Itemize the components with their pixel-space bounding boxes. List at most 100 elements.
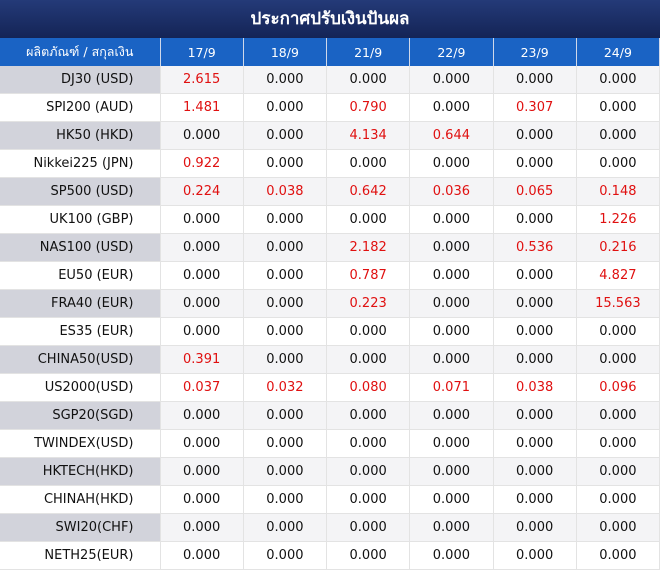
dividend-cell: 0.000 [243, 541, 328, 570]
table-row: SP500 (USD) 0.224 0.038 0.642 0.036 0.065 0.14… [0, 177, 660, 206]
dividend-cell: 0.000 [326, 205, 411, 234]
dividend-cell: 0.000 [576, 513, 660, 542]
table-row: HKTECH(HKD) 0.000 0.000 0.000 0.000 0.000 0.00… [0, 457, 660, 486]
dividend-cell: 0.000 [243, 317, 328, 346]
dividend-cell: 0.000 [243, 401, 328, 430]
dividend-cell: 0.000 [326, 457, 411, 486]
product-cell: CHINA50(USD) [0, 345, 161, 374]
table-row: US2000(USD) 0.037 0.032 0.080 0.071 0.038 0.09… [0, 373, 660, 402]
header-cell: 23/9 [493, 38, 577, 66]
dividend-cell: 0.000 [576, 457, 660, 486]
dividend-cell: 0.000 [493, 513, 577, 542]
table-row: FRA40 (EUR) 0.000 0.000 0.223 0.000 0.000 15.5… [0, 289, 660, 318]
table-row: CHINA50(USD) 0.391 0.000 0.000 0.000 0.000 0.0… [0, 345, 660, 374]
dividend-cell: 0.000 [409, 205, 494, 234]
dividend-cell: 0.000 [409, 457, 494, 486]
dividend-cell: 0.000 [493, 457, 577, 486]
dividend-cell: 0.223 [326, 289, 411, 318]
dividend-cell: 0.000 [576, 429, 660, 458]
product-cell: NAS100 (USD) [0, 233, 161, 262]
dividend-cell: 0.000 [243, 93, 328, 122]
dividend-cell: 0.000 [326, 541, 411, 570]
dividend-cell: 0.000 [243, 121, 328, 150]
dividend-cell: 0.000 [160, 289, 244, 318]
dividend-cell: 0.000 [243, 66, 328, 94]
header-cell: 18/9 [243, 38, 328, 66]
dividend-cell: 0.000 [243, 261, 328, 290]
dividend-cell: 0.000 [243, 429, 328, 458]
dividend-cell: 0.790 [326, 93, 411, 122]
header-row: ผลิตภัณฑ์ / สกุลเงิน 17/9 18/9 21/9 22/9 23/9… [0, 38, 660, 66]
dividend-cell: 0.000 [160, 541, 244, 570]
dividend-cell: 0.922 [160, 149, 244, 178]
dividend-cell: 0.000 [160, 513, 244, 542]
dividend-cell: 0.000 [493, 429, 577, 458]
dividend-cell: 0.000 [243, 457, 328, 486]
dividend-cell: 0.000 [493, 205, 577, 234]
dividend-cell: 0.224 [160, 177, 244, 206]
dividend-cell: 0.000 [409, 429, 494, 458]
dividend-cell: 0.000 [326, 485, 411, 514]
dividend-cell: 0.000 [160, 233, 244, 262]
dividend-cell: 0.000 [493, 541, 577, 570]
product-cell: US2000(USD) [0, 373, 161, 402]
dividend-cell: 0.000 [409, 66, 494, 94]
dividend-cell: 0.000 [409, 149, 494, 178]
dividend-cell: 0.000 [493, 149, 577, 178]
product-cell: SPI200 (AUD) [0, 93, 161, 122]
dividend-cell: 0.036 [409, 177, 494, 206]
dividend-cell: 0.000 [326, 149, 411, 178]
dividend-cell: 0.000 [243, 289, 328, 318]
dividend-cell: 0.642 [326, 177, 411, 206]
dividend-cell: 0.000 [326, 401, 411, 430]
dividend-cell: 0.307 [493, 93, 577, 122]
dividend-cell: 0.000 [243, 149, 328, 178]
dividend-cell: 0.000 [409, 93, 494, 122]
dividend-cell: 0.000 [409, 289, 494, 318]
dividend-cell: 0.000 [160, 317, 244, 346]
header-cell: 21/9 [326, 38, 411, 66]
dividend-cell: 0.000 [576, 66, 660, 94]
dividend-cell: 0.096 [576, 373, 660, 402]
dividend-cell: 0.037 [160, 373, 244, 402]
product-cell: EU50 (EUR) [0, 261, 161, 290]
dividend-cell: 0.644 [409, 121, 494, 150]
dividend-cell: 0.000 [493, 261, 577, 290]
table-body: DJ30 (USD) 2.615 0.000 0.000 0.000 0.000 0.000… [0, 66, 660, 570]
table-row: HK50 (HKD) 0.000 0.000 4.134 0.644 0.000 0.000 [0, 121, 660, 150]
product-cell: UK100 (GBP) [0, 205, 161, 234]
dividend-cell: 0.536 [493, 233, 577, 262]
product-cell: FRA40 (EUR) [0, 289, 161, 318]
table-row: TWINDEX(USD) 0.000 0.000 0.000 0.000 0.000 0.0… [0, 429, 660, 458]
dividend-cell: 0.000 [409, 485, 494, 514]
dividend-cell: 0.038 [243, 177, 328, 206]
product-cell: ES35 (EUR) [0, 317, 161, 346]
table-row: CHINAH(HKD) 0.000 0.000 0.000 0.000 0.000 0.00… [0, 485, 660, 514]
product-cell: HK50 (HKD) [0, 121, 161, 150]
dividend-cell: 0.000 [160, 121, 244, 150]
dividend-cell: 0.000 [576, 345, 660, 374]
product-cell: SP500 (USD) [0, 177, 161, 206]
dividend-cell: 4.134 [326, 121, 411, 150]
dividend-cell: 0.391 [160, 345, 244, 374]
table-row: SGP20(SGD) 0.000 0.000 0.000 0.000 0.000 0.000 [0, 401, 660, 430]
table-row: SPI200 (AUD) 1.481 0.000 0.790 0.000 0.307 0.0… [0, 93, 660, 122]
table-row: SWI20(CHF) 0.000 0.000 0.000 0.000 0.000 0.000 [0, 513, 660, 542]
header-cell: ผลิตภัณฑ์ / สกุลเงิน [0, 38, 161, 66]
dividend-cell: 0.000 [326, 317, 411, 346]
product-cell: NETH25(EUR) [0, 541, 161, 570]
dividend-cell: 0.000 [493, 401, 577, 430]
dividend-cell: 0.000 [409, 317, 494, 346]
dividend-cell: 0.000 [409, 345, 494, 374]
table-row: DJ30 (USD) 2.615 0.000 0.000 0.000 0.000 0.000 [0, 66, 660, 94]
dividend-cell: 0.000 [576, 401, 660, 430]
dividend-cell: 0.065 [493, 177, 577, 206]
dividend-cell: 0.000 [576, 317, 660, 346]
dividend-cell: 0.000 [409, 513, 494, 542]
product-cell: CHINAH(HKD) [0, 485, 161, 514]
dividend-cell: 0.000 [160, 261, 244, 290]
dividend-cell: 0.000 [243, 513, 328, 542]
dividend-cell: 0.787 [326, 261, 411, 290]
dividend-cell: 0.000 [160, 205, 244, 234]
dividend-cell: 0.000 [576, 541, 660, 570]
